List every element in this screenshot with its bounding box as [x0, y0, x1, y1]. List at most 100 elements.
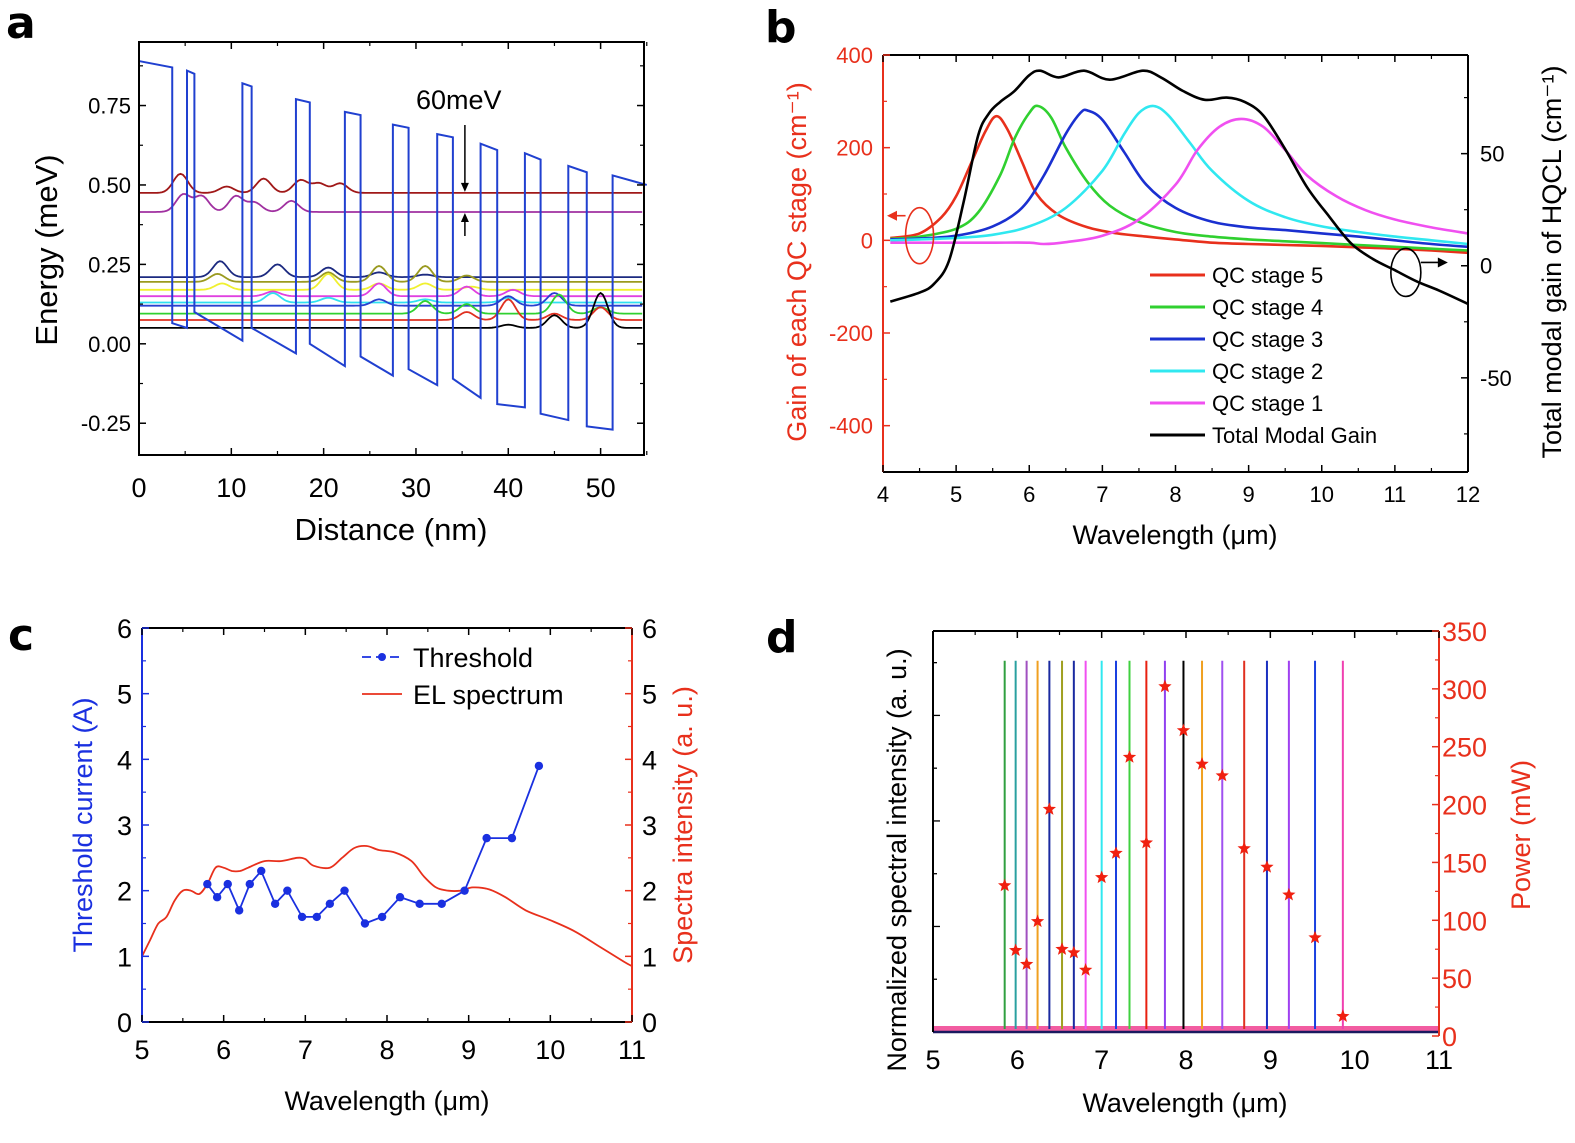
y2-tick-label: 0	[642, 1008, 657, 1038]
y-tick-label: 5	[117, 680, 132, 710]
x-tick-label: 6	[1010, 1045, 1025, 1075]
power-star-marker	[1079, 963, 1093, 976]
panel-c-plot-area	[141, 761, 633, 967]
conduction-band-line	[138, 60, 648, 431]
y-tick-label: 0.75	[88, 94, 131, 119]
threshold-point	[312, 912, 321, 922]
y2-tick-label: 350	[1442, 617, 1487, 647]
x-tick-label: 6	[1023, 482, 1035, 507]
x-tick-label: 8	[1178, 1045, 1193, 1075]
panel-label-a: a	[6, 0, 36, 49]
threshold-point	[377, 912, 387, 922]
power-star-marker	[1055, 942, 1069, 955]
energy-level-line-4	[139, 265, 643, 283]
legend-label: QC stage 4	[1212, 295, 1323, 320]
legend-label-el: EL spectrum	[413, 680, 564, 710]
panel-d-y2-axis-title: Power (mW)	[1506, 760, 1536, 910]
y-tick-label: 0.50	[88, 173, 131, 198]
down-arrow-head-icon	[460, 182, 469, 192]
panel-a-annotation-60mev: 60meV	[416, 85, 502, 115]
threshold-point	[223, 879, 232, 889]
panel-b-legend: QC stage 5 QC stage 4 QC stage 3 QC stage 2…	[1150, 263, 1377, 448]
threshold-point	[270, 899, 280, 908]
y2-tick-label: -50	[1480, 366, 1512, 391]
power-star-marker	[1176, 723, 1191, 737]
y2-tick-label: 50	[1442, 964, 1472, 994]
y2-tick-label: 0	[1480, 254, 1492, 279]
legend-label: QC stage 3	[1212, 327, 1323, 352]
threshold-point	[507, 833, 517, 843]
power-star-marker	[1158, 679, 1172, 693]
y2-tick-label: 0	[1442, 1022, 1457, 1052]
panel-d-lasing-spectra-power: d 5 6 7 8 9 10 110 50 100 150 200 250 300 350 Wavelen…	[766, 612, 1536, 1118]
x-tick-label: 10	[1340, 1045, 1370, 1075]
y-tick-label: 1	[117, 942, 132, 972]
y2-tick-label: 5	[642, 680, 657, 710]
x-tick-label: 30	[401, 473, 431, 503]
panel-b-plot-area	[887, 69, 1469, 306]
power-star-marker	[1095, 870, 1109, 884]
x-tick-label: 6	[216, 1035, 231, 1065]
threshold-point	[257, 866, 266, 876]
y2-tick-label: 100	[1442, 906, 1487, 936]
y2-tick-label: 2	[642, 877, 657, 907]
x-tick-label: 50	[586, 473, 616, 503]
panel-d-y-axis-title: Normalized spectral intensity (a. u.)	[882, 648, 912, 1071]
right-arrow-icon	[1437, 257, 1448, 268]
energy-level-line-11	[139, 291, 643, 329]
x-tick-label: 40	[493, 473, 523, 503]
power-star-marker	[1109, 846, 1123, 859]
x-tick-label: 8	[379, 1035, 394, 1065]
y-tick-label: 400	[836, 43, 873, 68]
threshold-point	[325, 899, 335, 908]
up-arrow-head-icon	[460, 212, 469, 222]
power-star-marker	[1336, 1009, 1350, 1022]
x-tick-label: 8	[1169, 482, 1181, 507]
energy-level-line-7	[139, 292, 643, 304]
power-star-marker	[1030, 914, 1045, 928]
legend-label: QC stage 1	[1212, 391, 1323, 416]
panel-c-x-axis-title: Wavelength (μm)	[284, 1086, 489, 1116]
power-star-marker	[1282, 887, 1296, 901]
threshold-point	[482, 833, 491, 843]
x-tick-label: 10	[1310, 482, 1334, 507]
x-tick-label: 20	[309, 473, 339, 503]
panel-a-ticks: 0 10 20 30 40 50 -0.25 0.00 0.25 0.50 0.75	[81, 42, 648, 503]
x-tick-label: 11	[618, 1035, 646, 1065]
threshold-point	[297, 912, 307, 922]
series-line-qc-stage-2	[890, 104, 1469, 246]
panel-a-frame	[138, 41, 645, 456]
x-tick-label: 5	[950, 482, 962, 507]
y2-tick-label: 1	[642, 942, 657, 972]
x-tick-label: 4	[877, 482, 889, 507]
legend-label: QC stage 2	[1212, 359, 1323, 384]
y-tick-label: 6	[117, 614, 132, 644]
power-star-marker	[1042, 802, 1056, 815]
x-tick-label: 10	[535, 1035, 565, 1065]
y2-tick-label: 50	[1480, 142, 1504, 167]
panel-a-y-axis-title: Energy (meV)	[29, 154, 64, 345]
threshold-point	[360, 919, 370, 928]
x-tick-label: 11	[1425, 1045, 1453, 1075]
x-tick-label: 10	[216, 473, 246, 503]
panel-b-x-axis-title: Wavelength (μm)	[1072, 520, 1277, 550]
x-tick-label: 5	[134, 1035, 149, 1065]
power-star-marker	[1122, 750, 1137, 763]
x-tick-label: 12	[1456, 482, 1480, 507]
series-line-total-modal-gain	[889, 69, 1469, 306]
panel-a-annotation-arrows	[460, 125, 469, 236]
threshold-point	[212, 893, 222, 902]
power-star-marker	[1215, 768, 1229, 782]
legend-marker-threshold	[378, 653, 386, 661]
threshold-point	[460, 886, 469, 895]
noise-baseline	[933, 1026, 1439, 1032]
power-star-marker	[1009, 943, 1023, 956]
panel-label-c: c	[8, 610, 34, 661]
series-line-qc-stage-3	[890, 108, 1469, 249]
energy-level-line-10	[139, 298, 643, 321]
legend-label: Total Modal Gain	[1212, 423, 1377, 448]
series-line-qc-stage-1	[890, 117, 1469, 246]
panel-label-b: b	[765, 2, 797, 53]
y-tick-label: 200	[836, 136, 873, 161]
x-tick-label: 7	[298, 1035, 313, 1065]
